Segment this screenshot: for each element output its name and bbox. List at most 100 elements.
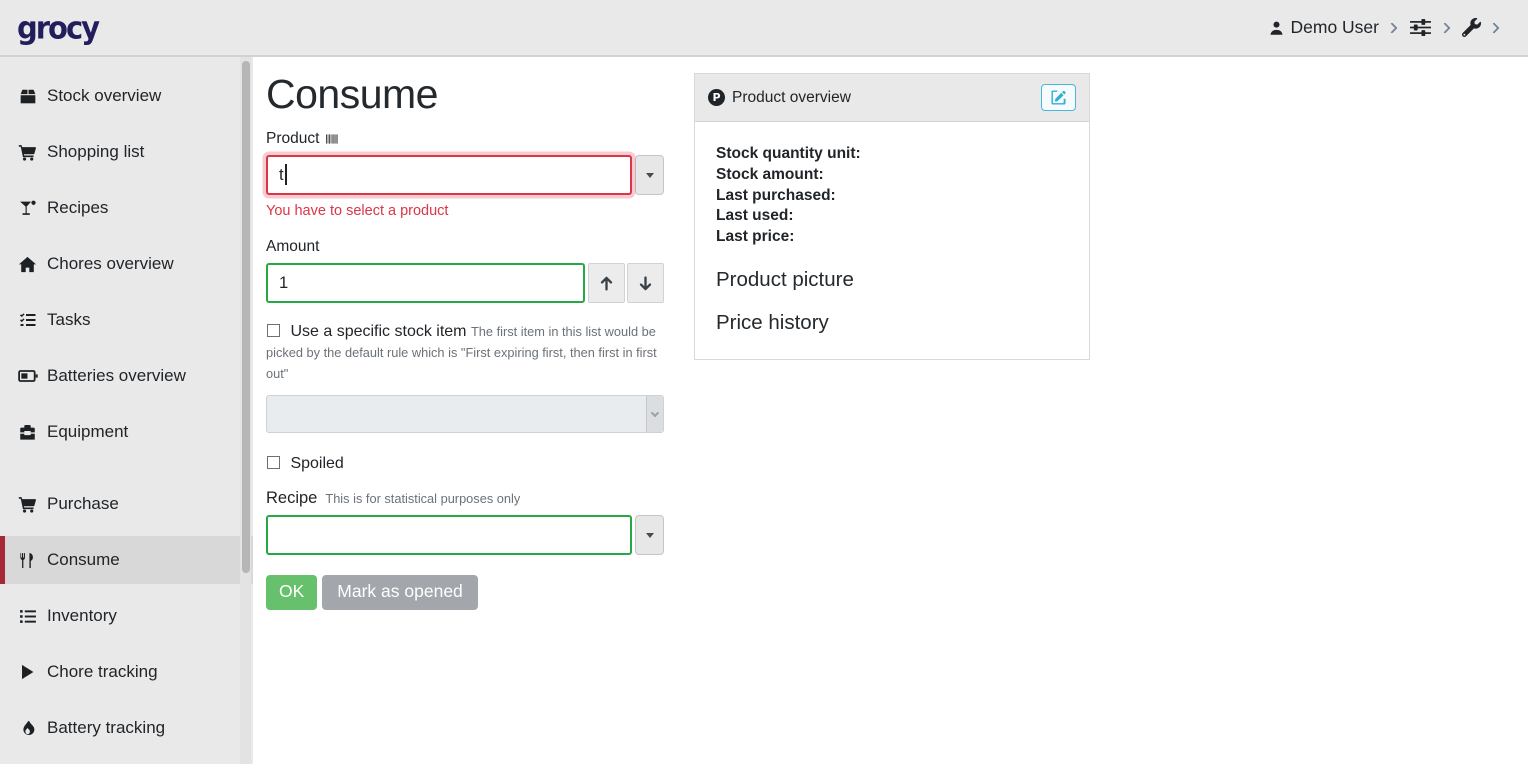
sidebar-item-label: Batteries overview: [47, 366, 186, 385]
sidebar-item-consume[interactable]: Consume: [0, 536, 253, 584]
home-icon: [17, 256, 38, 273]
stat-stock-amount: Stock amount:: [716, 165, 824, 183]
edit-product-button[interactable]: [1041, 84, 1076, 111]
text-cursor: [285, 164, 287, 185]
sidebar-item-recipes[interactable]: Recipes: [0, 184, 253, 232]
product-circle-icon: P: [708, 89, 725, 106]
manage-master-data-menu[interactable]: [1409, 18, 1451, 37]
sidebar-item-tasks[interactable]: Tasks: [0, 296, 253, 344]
arrow-down-icon: [639, 275, 652, 290]
product-error-message: You have to select a product: [266, 203, 449, 219]
sidebar-item-label: Tasks: [47, 310, 91, 329]
select-arrow-segment: [646, 396, 663, 432]
chevron-right-icon: [1386, 21, 1398, 34]
sidebar-nav: Stock overview Shopping list Recipes Cho…: [0, 57, 253, 764]
consume-page: Consume Product You have to select a pro…: [253, 57, 1528, 764]
sidebar-item-label: Consume: [47, 550, 120, 569]
caret-down-icon: [645, 532, 654, 538]
product-input-group: [266, 155, 664, 195]
sidebar-item-label: Purchase: [47, 494, 119, 513]
product-overview-title: Product overview: [732, 88, 851, 106]
form-actions: OK Mark as opened: [266, 575, 664, 610]
shopping-cart-icon: [17, 144, 38, 161]
recipe-input[interactable]: [266, 515, 632, 555]
chevron-right-icon: [1488, 21, 1500, 34]
product-picture-heading: Product picture: [716, 267, 854, 291]
sidebar-item-label: Recipes: [47, 198, 109, 217]
recipe-label-row: Recipe This is for statistical purposes …: [266, 489, 664, 508]
sidebar-item-stock-overview[interactable]: Stock overview: [0, 72, 253, 120]
stock-item-select-disabled: [266, 395, 664, 433]
amount-increment-button[interactable]: [588, 263, 625, 303]
recipe-input-group: [266, 515, 664, 555]
amount-input-group: [266, 263, 664, 303]
specific-stock-checkbox[interactable]: [267, 324, 280, 337]
recipe-help: This is for statistical purposes only: [325, 491, 521, 506]
sidebar-item-battery-tracking[interactable]: Battery tracking: [0, 704, 253, 752]
sliders-icon: [1409, 18, 1432, 37]
user-menu[interactable]: Demo User: [1269, 17, 1398, 38]
sidebar-item-inventory[interactable]: Inventory: [0, 592, 253, 640]
spoiled-label: Spoiled: [290, 455, 344, 472]
specific-stock-label: Use a specific stock item: [290, 323, 467, 340]
product-input[interactable]: [266, 155, 632, 195]
arrow-up-icon: [600, 276, 613, 291]
stat-last-purchased: Last purchased:: [716, 186, 836, 204]
header-menus: Demo User: [1269, 17, 1500, 38]
product-label: Product: [266, 130, 320, 147]
consume-form: Product You have to select a product Amo…: [266, 130, 664, 610]
sidebar-item-chores-overview[interactable]: Chores overview: [0, 240, 253, 288]
stat-last-price: Last price:: [716, 228, 795, 246]
stat-stock-quantity-unit: Stock quantity unit:: [716, 145, 861, 162]
utensils-icon: [17, 552, 38, 569]
sidebar-item-shopping-list[interactable]: Shopping list: [0, 128, 253, 176]
caret-down-icon: [645, 172, 654, 178]
shopping-cart-icon: [17, 496, 38, 513]
barcode-icon: [326, 133, 339, 145]
sidebar-item-label: Inventory: [47, 606, 117, 625]
sidebar-item-equipment[interactable]: Equipment: [0, 408, 253, 456]
sidebar-item-batteries-overview[interactable]: Batteries overview: [0, 352, 253, 400]
product-overview-panel: P Product overview Stock quantity unit: …: [694, 73, 1090, 360]
app-logo[interactable]: grocy: [17, 9, 100, 46]
amount-input[interactable]: [266, 263, 585, 303]
sidebar-item-label: Stock overview: [47, 86, 162, 105]
stat-last-used: Last used:: [716, 207, 794, 225]
sidebar-item-label: Equipment: [47, 422, 129, 441]
fire-icon: [17, 720, 38, 737]
edit-icon: [1051, 90, 1066, 105]
specific-stock-row: Use a specific stock item The first item…: [266, 321, 664, 384]
page-title: Consume: [266, 71, 438, 117]
chevron-down-icon: [650, 408, 660, 417]
amount-label: Amount: [266, 238, 320, 255]
ok-button[interactable]: OK: [266, 575, 318, 610]
wrench-icon: [1462, 18, 1481, 37]
tasks-icon: [17, 312, 38, 328]
box-icon: [17, 88, 38, 105]
user-menu-label: Demo User: [1290, 17, 1380, 37]
toolbox-icon: [17, 424, 38, 441]
chevron-right-icon: [1439, 21, 1451, 34]
price-history-heading: Price history: [716, 310, 829, 334]
recipe-dropdown-button[interactable]: [635, 515, 664, 555]
recipe-label: Recipe: [266, 489, 318, 507]
sidebar-item-label: Chore tracking: [47, 662, 158, 681]
sidebar-scrollbar-thumb[interactable]: [241, 61, 250, 573]
settings-menu[interactable]: [1462, 18, 1500, 37]
product-label-row: Product: [266, 130, 664, 148]
user-icon: [1269, 20, 1284, 36]
cocktail-icon: [17, 200, 38, 217]
amount-decrement-button[interactable]: [627, 263, 664, 303]
battery-icon: [17, 369, 38, 383]
sidebar-item-chore-tracking[interactable]: Chore tracking: [0, 648, 253, 696]
sidebar-item-label: Battery tracking: [47, 718, 166, 737]
product-dropdown-button[interactable]: [635, 155, 664, 195]
spoiled-checkbox[interactable]: [267, 456, 280, 469]
sidebar-item-label: Shopping list: [47, 142, 145, 161]
product-overview-header: P Product overview: [695, 74, 1089, 122]
top-bar: grocy Demo User: [0, 0, 1528, 57]
mark-as-opened-button[interactable]: Mark as opened: [322, 575, 478, 610]
sidebar-item-purchase[interactable]: Purchase: [0, 480, 253, 528]
sidebar-item-label: Chores overview: [47, 254, 174, 273]
product-overview-body: Stock quantity unit: Stock amount: Last …: [695, 122, 1089, 359]
